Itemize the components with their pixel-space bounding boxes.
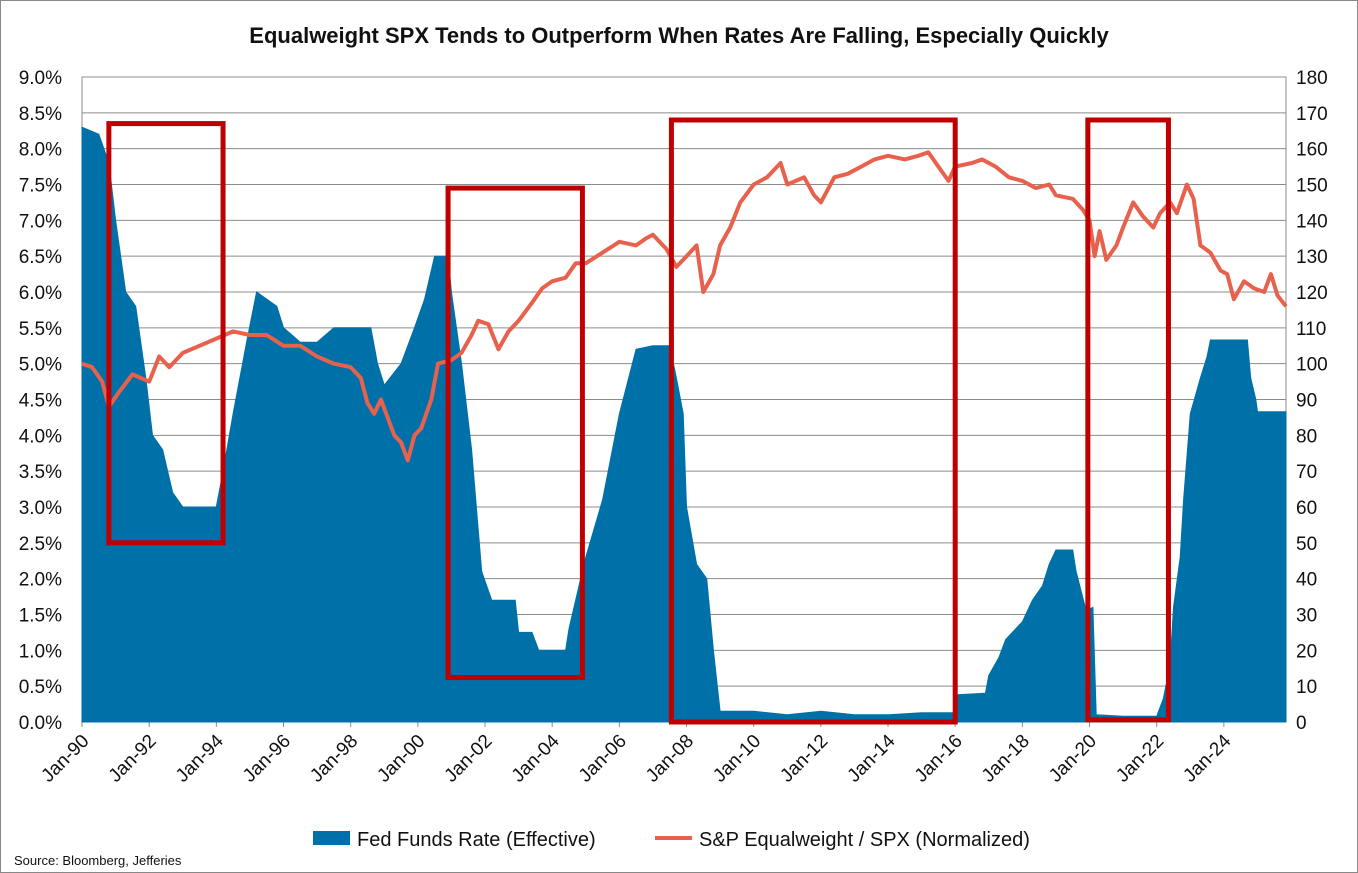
y2-tick-label: 170 <box>1296 104 1328 125</box>
y-tick-label: 7.0% <box>19 211 62 232</box>
x-tick-label: Jan-92 <box>105 731 161 787</box>
chart-title: Equalweight SPX Tends to Outperform When… <box>249 23 1109 48</box>
legend-swatch-fed-funds <box>313 831 350 845</box>
right-axis-labels: 0 10 20 30 40 50 60 70 80 90 100 110 120 130 140 150 160… <box>1296 68 1328 734</box>
x-tick-label: Jan-98 <box>306 731 362 787</box>
fed-funds-area-shape <box>81 126 1287 723</box>
legend-label-fed-funds: Fed Funds Rate (Effective) <box>357 829 596 851</box>
equalweight-line <box>81 150 1288 463</box>
y2-tick-label: 110 <box>1296 319 1326 340</box>
y2-tick-label: 140 <box>1296 211 1328 232</box>
y2-tick-label: 40 <box>1296 570 1317 591</box>
x-axis-labels: Jan-90 Jan-92 Jan-94 Jan-96 Jan-98 Jan-00 Jan-… <box>38 730 1236 786</box>
y-tick-label: 5.5% <box>19 319 62 340</box>
y-tick-label: 3.5% <box>19 462 62 483</box>
x-tick-label: Jan-08 <box>642 731 698 787</box>
x-tick-label: Jan-20 <box>1045 731 1101 787</box>
left-axis-labels: 0.0% 0.5% 1.0% 1.5% 2.0% 2.5% 3.0% 3.5% 4.0% 4.5%… <box>19 68 62 734</box>
y-tick-label: 6.5% <box>19 247 62 268</box>
y2-tick-label: 160 <box>1296 140 1328 161</box>
x-tick-label: Jan-18 <box>978 731 1034 787</box>
y2-tick-label: 30 <box>1296 606 1317 627</box>
y-tick-label: 2.0% <box>19 570 62 591</box>
y-tick-label: 4.5% <box>19 391 62 412</box>
highlight-boxes <box>106 117 1171 725</box>
x-tick-label: Jan-06 <box>575 731 631 787</box>
x-tick-label: Jan-14 <box>844 730 900 786</box>
y2-tick-label: 150 <box>1296 176 1328 197</box>
source-note: Source: Bloomberg, Jefferies <box>14 853 182 868</box>
y2-tick-label: 130 <box>1296 247 1328 268</box>
equalweight-polyline <box>81 150 1288 463</box>
x-tick-label: Jan-12 <box>776 731 832 787</box>
y-tick-label: 1.5% <box>19 606 62 627</box>
y2-tick-label: 70 <box>1296 462 1317 483</box>
y2-tick-label: 60 <box>1296 498 1317 519</box>
x-tick-label: Jan-96 <box>239 731 295 787</box>
x-tick-label: Jan-04 <box>508 730 564 786</box>
y-tick-label: 8.5% <box>19 104 62 125</box>
y2-tick-label: 90 <box>1296 391 1317 412</box>
x-tick-label: Jan-16 <box>911 731 967 787</box>
y-tick-label: 3.0% <box>19 498 62 519</box>
x-tick-label: Jan-22 <box>1112 731 1168 787</box>
legend: Fed Funds Rate (Effective) S&P Equalweigh… <box>313 829 1030 851</box>
x-tick-label: Jan-94 <box>172 730 228 786</box>
y2-tick-label: 80 <box>1296 426 1317 447</box>
y2-tick-label: 100 <box>1296 355 1328 376</box>
y2-tick-label: 10 <box>1296 677 1317 698</box>
y-tick-label: 4.0% <box>19 426 62 447</box>
y-tick-label: 0.0% <box>19 713 62 734</box>
x-tick-label: Jan-10 <box>709 731 765 787</box>
y2-tick-label: 20 <box>1296 641 1317 662</box>
highlight-box <box>1085 117 1171 723</box>
y2-tick-label: 120 <box>1296 283 1328 304</box>
y-tick-label: 6.0% <box>19 283 62 304</box>
y-tick-label: 8.0% <box>19 140 62 161</box>
y-tick-label: 2.5% <box>19 534 62 555</box>
y2-tick-label: 0 <box>1296 713 1307 734</box>
y-tick-label: 7.5% <box>19 176 62 197</box>
y2-tick-label: 50 <box>1296 534 1317 555</box>
highlight-box <box>106 121 226 546</box>
x-tick-label: Jan-02 <box>441 731 497 787</box>
y-tick-label: 9.0% <box>19 68 62 89</box>
x-tick-label: Jan-00 <box>373 731 429 787</box>
y-tick-label: 0.5% <box>19 677 62 698</box>
highlight-box <box>445 185 585 681</box>
fed-funds-area <box>81 126 1287 723</box>
highlight-box <box>668 117 958 725</box>
legend-label-equalweight: S&P Equalweight / SPX (Normalized) <box>699 829 1030 851</box>
y-tick-label: 1.0% <box>19 641 62 662</box>
x-tick-label: Jan-24 <box>1179 730 1235 786</box>
y-tick-label: 5.0% <box>19 355 62 376</box>
x-tick-label: Jan-90 <box>38 731 94 787</box>
y2-tick-label: 180 <box>1296 68 1328 89</box>
